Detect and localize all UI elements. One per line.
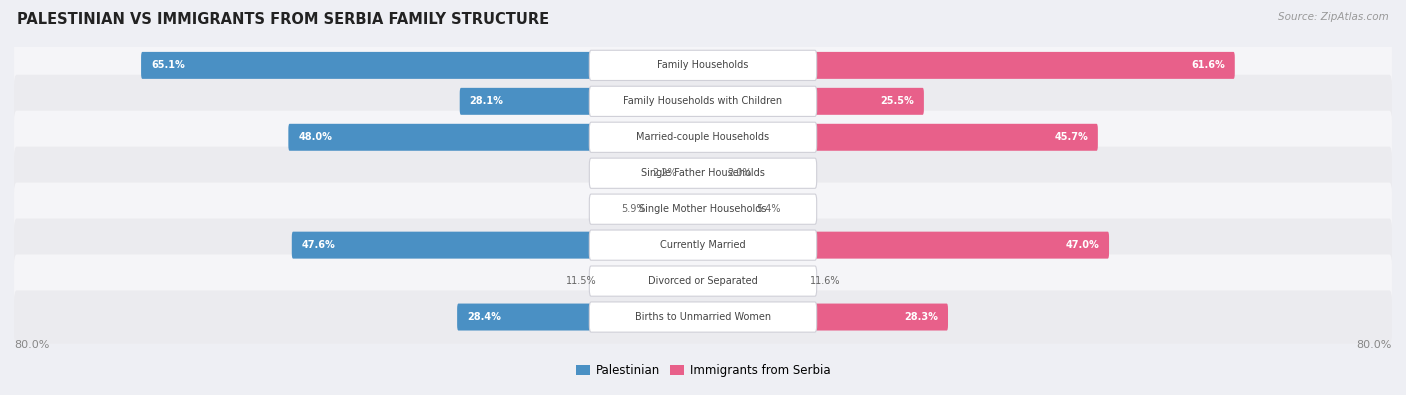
- FancyBboxPatch shape: [589, 50, 817, 81]
- Text: Single Mother Households: Single Mother Households: [640, 204, 766, 214]
- FancyBboxPatch shape: [292, 231, 592, 259]
- Text: 2.0%: 2.0%: [727, 168, 752, 178]
- Text: Divorced or Separated: Divorced or Separated: [648, 276, 758, 286]
- FancyBboxPatch shape: [814, 88, 924, 115]
- FancyBboxPatch shape: [589, 266, 817, 296]
- FancyBboxPatch shape: [589, 122, 817, 152]
- Text: 45.7%: 45.7%: [1054, 132, 1088, 142]
- FancyBboxPatch shape: [589, 158, 817, 188]
- FancyBboxPatch shape: [14, 182, 1392, 236]
- Text: 80.0%: 80.0%: [1357, 340, 1392, 350]
- Text: PALESTINIAN VS IMMIGRANTS FROM SERBIA FAMILY STRUCTURE: PALESTINIAN VS IMMIGRANTS FROM SERBIA FA…: [17, 12, 548, 27]
- FancyBboxPatch shape: [589, 230, 817, 260]
- FancyBboxPatch shape: [457, 304, 592, 331]
- Text: 28.4%: 28.4%: [467, 312, 501, 322]
- Text: Family Households with Children: Family Households with Children: [623, 96, 783, 106]
- Text: Single Father Households: Single Father Households: [641, 168, 765, 178]
- Text: 47.0%: 47.0%: [1066, 240, 1099, 250]
- FancyBboxPatch shape: [14, 39, 1392, 92]
- Text: 61.6%: 61.6%: [1191, 60, 1225, 70]
- FancyBboxPatch shape: [141, 52, 592, 79]
- FancyBboxPatch shape: [14, 147, 1392, 200]
- Text: 65.1%: 65.1%: [150, 60, 184, 70]
- FancyBboxPatch shape: [14, 254, 1392, 308]
- Text: 5.9%: 5.9%: [621, 204, 645, 214]
- Text: 28.1%: 28.1%: [470, 96, 503, 106]
- Text: 5.4%: 5.4%: [756, 204, 780, 214]
- Text: 80.0%: 80.0%: [14, 340, 49, 350]
- FancyBboxPatch shape: [460, 88, 592, 115]
- FancyBboxPatch shape: [814, 231, 1109, 259]
- Text: Source: ZipAtlas.com: Source: ZipAtlas.com: [1278, 12, 1389, 22]
- Text: Births to Unmarried Women: Births to Unmarried Women: [636, 312, 770, 322]
- FancyBboxPatch shape: [14, 111, 1392, 164]
- Text: Married-couple Households: Married-couple Households: [637, 132, 769, 142]
- Text: 11.5%: 11.5%: [567, 276, 598, 286]
- FancyBboxPatch shape: [589, 86, 817, 117]
- FancyBboxPatch shape: [589, 302, 817, 332]
- Text: Currently Married: Currently Married: [661, 240, 745, 250]
- FancyBboxPatch shape: [14, 218, 1392, 272]
- Text: 48.0%: 48.0%: [298, 132, 332, 142]
- FancyBboxPatch shape: [14, 290, 1392, 344]
- Text: 28.3%: 28.3%: [904, 312, 938, 322]
- Text: 11.6%: 11.6%: [810, 276, 841, 286]
- FancyBboxPatch shape: [814, 124, 1098, 151]
- FancyBboxPatch shape: [14, 75, 1392, 128]
- FancyBboxPatch shape: [814, 52, 1234, 79]
- Text: 25.5%: 25.5%: [880, 96, 914, 106]
- FancyBboxPatch shape: [589, 194, 817, 224]
- Text: 47.6%: 47.6%: [302, 240, 336, 250]
- Text: Family Households: Family Households: [658, 60, 748, 70]
- Legend: Palestinian, Immigrants from Serbia: Palestinian, Immigrants from Serbia: [572, 361, 834, 381]
- FancyBboxPatch shape: [288, 124, 592, 151]
- FancyBboxPatch shape: [814, 304, 948, 331]
- Text: 2.2%: 2.2%: [652, 168, 678, 178]
